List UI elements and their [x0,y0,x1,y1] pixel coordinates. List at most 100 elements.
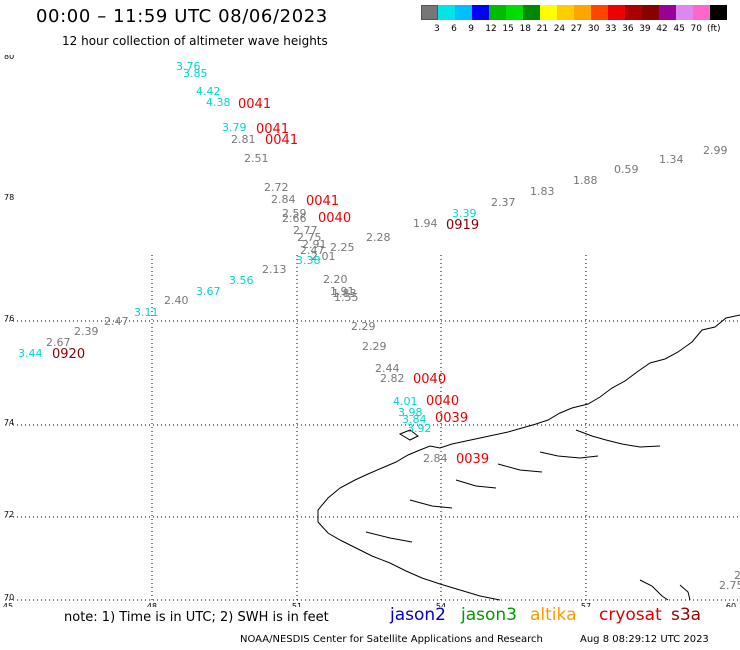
wave-height-label: 3.84 [402,413,427,426]
coastline-island-3 [679,584,691,601]
wave-height-label: 2.59 [282,207,307,220]
wave-height-label: 3.85 [183,67,208,80]
wave-height-label: 1.34 [659,153,684,166]
legend-swatch [625,5,642,20]
legend-swatch [472,5,489,20]
pass-time-label: 0041 [265,133,298,148]
wave-height-label: 2.66 [282,212,307,225]
legend-swatch [642,5,659,20]
wave-height-label: 1.91 [330,285,355,298]
wave-height-label: 2.99 [703,144,728,157]
pass-time-label: 0039 [435,411,468,426]
legend-tick-label: 30 [587,24,600,34]
coastline-inlet-3 [497,463,543,473]
wave-height-label: 2.25 [330,241,355,254]
latitude-label: 76 [4,314,14,323]
coastline-main [317,314,740,601]
legend-tick-label: 15 [502,24,514,34]
legend-tick-label: 3 [434,24,440,34]
legend-swatch [710,5,727,20]
latitude-label: 72 [4,510,14,519]
coastline-greenland [317,314,740,601]
latitude-label: 70 [4,593,14,602]
legend-swatch [523,5,540,20]
pass-time-label: 0039 [456,452,489,467]
latitude-label: 78 [4,193,14,202]
satellite-label-altika: altika [530,605,577,625]
legend-tick-label: 27 [570,24,583,34]
longitude-label: 51 [292,602,302,607]
wave-height-label: 2.75 [719,579,740,592]
credit-text: NOAA/NESDIS Center for Satellite Applica… [240,634,543,645]
satellite-label-cryosat: cryosat [599,605,662,625]
map-title: 00:00 – 11:59 UTC 08/06/2023 [36,6,328,27]
pass-time-label: 0041 [256,122,289,137]
wave-height-label: 2.84 [271,193,296,206]
satellite-label-s3a: s3a [671,605,702,625]
coastline-island-1 [398,429,419,441]
lat-lon-grid [5,255,740,601]
longitude-label: 45 [3,602,13,607]
pass-time-label: 0040 [426,394,459,409]
legend-swatch [421,5,438,20]
coastline-inlet-1 [575,429,661,448]
legend-swatch [693,5,710,20]
latitude-labels: 80 78 76 74 72 70 [4,55,14,602]
wave-height-label: 3.56 [229,274,254,287]
satellite-label-jason3: jason3 [461,605,517,625]
wave-height-label: 2.47 [104,315,129,328]
wave-height-label: 2.29 [351,320,376,333]
wave-height-label: 2.82 [380,372,405,385]
wave-height-label: 2.75 [297,231,322,244]
wave-height-label: 3.67 [196,285,221,298]
wave-height-label: 3.92 [407,422,432,435]
pass-time-label: 0040 [318,211,351,226]
wave-height-label: 2.28 [366,231,391,244]
pass-time-label: 0920 [52,347,85,362]
wave-height-label: 2.77 [293,224,318,237]
wave-height-label: 4.01 [393,395,418,408]
wave-height-labels-gray: 2.99 1.34 0.59 1.88 1.83 2.37 1.94 2.28 2.25 2.81… [46,133,740,592]
coastline-inlet-4 [455,479,497,489]
legend-tick-label: 9 [468,24,474,34]
wave-height-label: 3.76 [176,60,201,73]
map-subtitle: 12 hour collection of altimeter wave hei… [62,34,328,48]
generated-timestamp: Aug 8 08:29:12 UTC 2023 [580,634,709,645]
wave-height-label: 0.59 [614,163,639,176]
wave-height-label: 1.55 [334,291,359,304]
note-text: note: 1) Time is in UTC; 2) SWH is in fe… [64,610,329,625]
coastline-inlet-5 [409,499,453,509]
wave-height-label: 2.77 [734,569,740,582]
altimeter-map: 80 78 76 74 72 70 45 48 51 54 57 60 2.99 1.34 0.59 1.… [3,55,740,607]
wave-height-label: 2.84 [423,452,448,465]
longitude-label: 60 [726,602,736,607]
legend-tick-label: 70 [690,24,702,34]
wave-height-label: 1.88 [573,174,598,187]
legend-swatch [438,5,455,20]
legend-swatch [591,5,608,20]
wave-height-label: 2.47 [300,244,325,257]
wave-height-label: 2.20 [323,273,348,286]
coastline-island-2 [639,579,669,601]
wave-height-label: 3.38 [296,254,321,267]
wave-height-label: 2.13 [262,263,287,276]
legend-tick-label: 45 [673,24,685,34]
coastline-inlet-6 [365,531,413,543]
wave-height-label: 2.44 [375,362,400,375]
legend-swatch [506,5,523,20]
legend-tick-label: 6 [451,24,457,34]
latitude-label: 80 [4,55,14,61]
longitude-label: 48 [147,602,157,607]
legend-swatch [574,5,591,20]
wave-height-label: 4.42 [196,85,221,98]
legend-tick-label: 12 [485,24,497,34]
wave-height-labels-cyan: 3.763.85 4.424.38 3.79 3.39 3.38 3.56 3.67 3.11… [18,60,477,435]
wave-height-label: 2.37 [491,196,516,209]
wave-height-label: 2.81 [231,133,256,146]
latitude-label: 74 [4,418,14,427]
wave-height-label: 2.29 [362,340,387,353]
wave-height-label: 1.94 [413,217,438,230]
pass-time-label: 0041 [238,97,271,112]
wave-height-label: 2.67 [46,336,71,349]
legend-swatch [489,5,506,20]
